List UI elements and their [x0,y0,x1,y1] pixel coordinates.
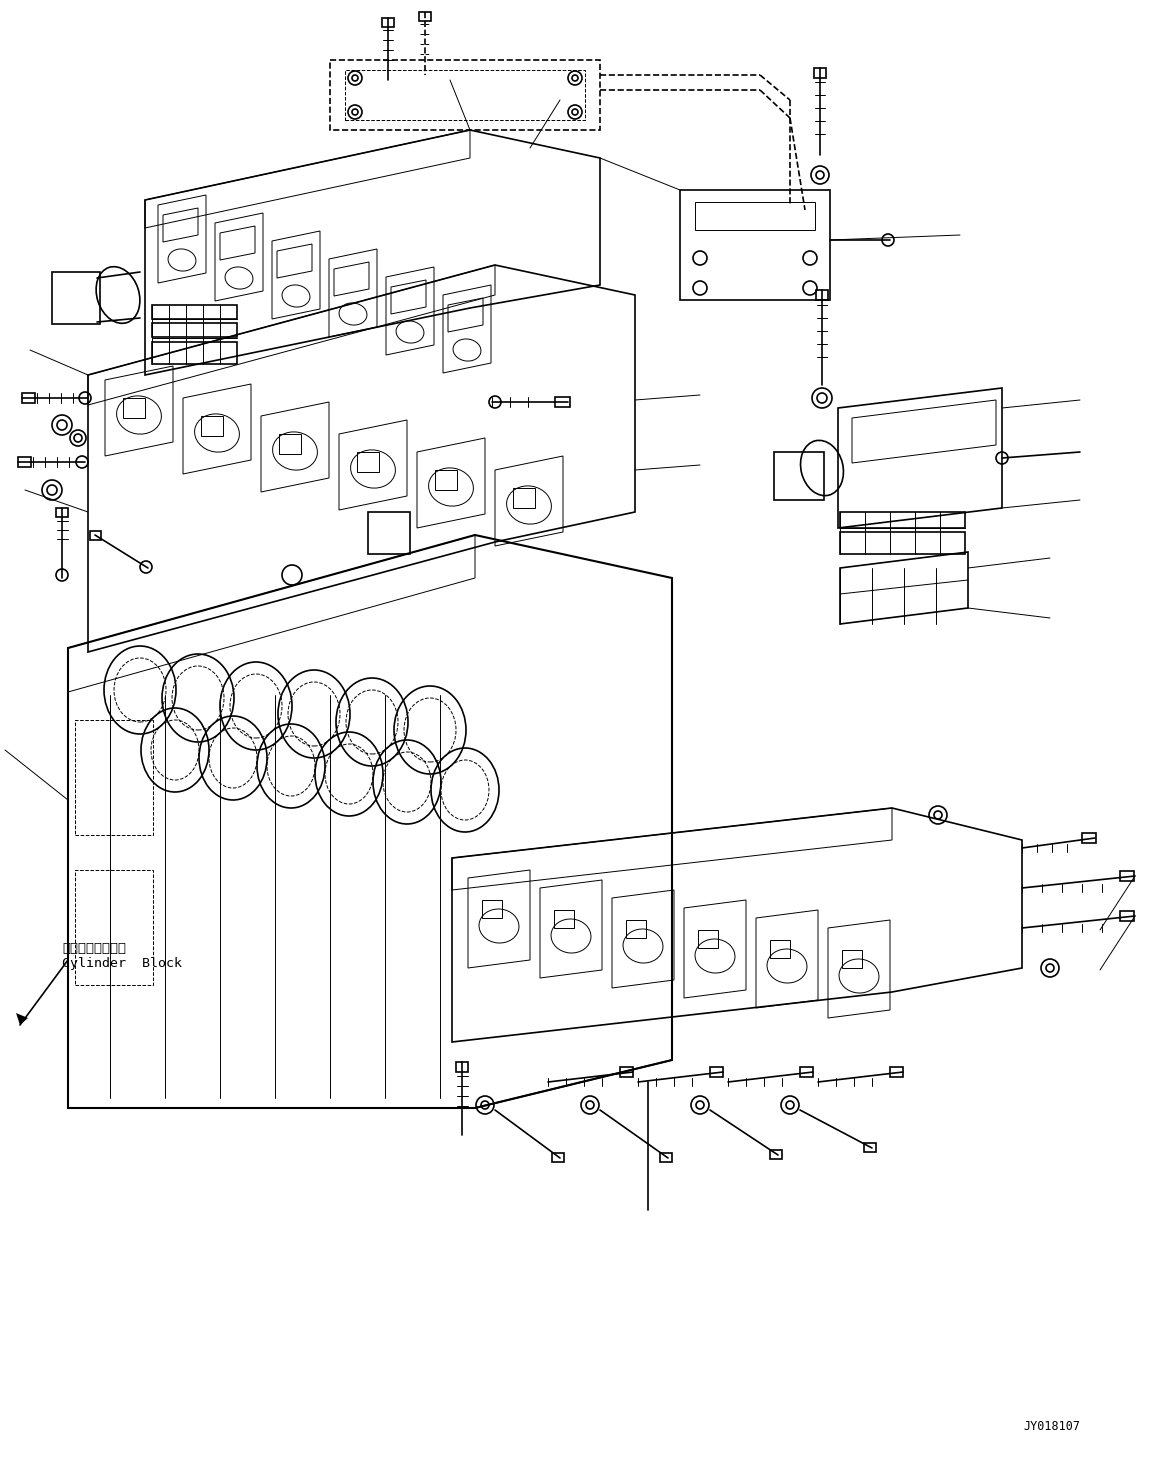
Bar [775,452,825,501]
Bar [435,470,457,490]
Bar [626,920,645,938]
Bar [381,18,394,27]
Bar [368,513,411,554]
Bar [1082,833,1096,843]
Bar [698,931,718,948]
Bar [481,899,502,919]
Bar [456,1062,468,1072]
Text: JY018107: JY018107 [1023,1419,1080,1433]
Bar [816,289,828,300]
Bar [770,1151,782,1159]
Bar [357,452,379,473]
Bar [709,1066,723,1077]
Bar [1120,871,1134,880]
Bar [1120,911,1134,922]
Bar [555,397,570,408]
Bar [56,508,67,517]
Bar [74,719,154,835]
Bar [123,397,145,418]
Bar [814,68,826,78]
Bar [840,513,965,527]
Bar [552,1154,564,1162]
Bar [770,939,790,959]
Bar [90,532,101,541]
Bar [800,1066,813,1077]
Text: シリンダブロック: シリンダブロック [62,941,126,954]
Bar [152,343,237,363]
Bar [842,950,862,967]
Bar [419,12,431,21]
Bar [279,434,301,453]
Polygon shape [16,1013,28,1025]
Text: Cylinder  Block: Cylinder Block [62,957,181,970]
Bar [864,1143,876,1152]
Bar [840,532,965,554]
Bar [620,1066,633,1077]
Bar [659,1154,672,1162]
Bar [152,304,237,319]
Bar [554,910,575,928]
Bar [152,323,237,337]
Bar [17,456,31,467]
Bar [345,69,585,120]
Bar [513,487,535,508]
Bar [890,1066,902,1077]
Bar [74,870,154,985]
Bar [22,393,35,403]
Bar [52,272,100,323]
Bar [201,417,223,436]
